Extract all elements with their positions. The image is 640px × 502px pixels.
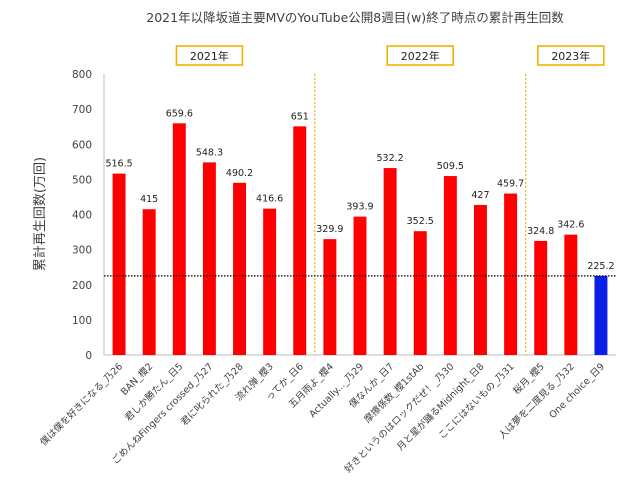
bar <box>564 234 578 355</box>
y-tick-label: 500 <box>72 174 92 186</box>
data-label: 329.9 <box>316 224 343 235</box>
y-tick-label: 700 <box>72 104 92 116</box>
year-box-frame <box>537 45 605 66</box>
bar <box>293 126 307 356</box>
y-tick-label: 300 <box>72 245 92 257</box>
y-axis-label: 累計再生回数(万回) <box>32 157 48 271</box>
data-label: 659.6 <box>166 108 193 119</box>
bar <box>112 173 126 355</box>
y-tick-label: 200 <box>72 280 92 292</box>
x-tick-label: 好きというのはロックだぜ！_乃30 <box>342 361 456 475</box>
bar <box>142 209 156 355</box>
data-label: 225.2 <box>587 261 614 272</box>
y-tick-label: 0 <box>85 350 92 362</box>
bar <box>172 123 186 356</box>
data-label: 490.2 <box>226 168 253 179</box>
y-tick-label: 800 <box>72 69 92 81</box>
y-tick-label: 600 <box>72 139 92 151</box>
data-label: 509.5 <box>437 161 464 172</box>
bar <box>443 176 457 355</box>
year-label: 2021年 <box>190 49 229 63</box>
data-label: 352.5 <box>407 216 434 227</box>
bar <box>323 239 337 355</box>
x-tick-label: 僕は僕を好きになる_乃26 <box>38 361 126 449</box>
data-label: 393.9 <box>346 202 373 213</box>
y-tick-label: 100 <box>72 315 92 327</box>
bar <box>473 205 487 355</box>
data-label: 651 <box>291 111 309 122</box>
bar <box>413 231 427 355</box>
x-tick-label: One choice_日9 <box>547 361 607 421</box>
bar <box>534 240 548 355</box>
year-label: 2023年 <box>551 49 590 63</box>
year-box-frame <box>175 45 244 66</box>
bar <box>233 182 247 355</box>
data-label: 415 <box>140 194 158 205</box>
chart-title: 2021年以降坂道主要MVのYouTube公開8週目(w)終了時点の累計再生回数 <box>146 10 564 25</box>
year-box-frame <box>386 45 455 66</box>
data-label: 427 <box>471 190 489 201</box>
year-label: 2022年 <box>401 49 440 63</box>
bar <box>263 208 277 355</box>
data-label: 516.5 <box>105 159 132 170</box>
plot-area: 0 100 200 300 400 500 600 700 800 2021年 2022年 2023年… <box>38 45 616 475</box>
bar <box>353 216 367 355</box>
x-tick-label: Actually..._乃29 <box>307 361 366 420</box>
data-label: 324.8 <box>527 226 554 237</box>
data-label: 342.6 <box>557 220 584 231</box>
year-label-box: 2021年 <box>175 45 244 66</box>
year-label-box: 2022年 <box>386 45 455 66</box>
data-label: 416.6 <box>256 194 283 205</box>
year-label-box: 2023年 <box>537 45 605 66</box>
data-label: 532.2 <box>377 153 404 164</box>
bar <box>202 162 216 355</box>
data-label: 459.7 <box>497 179 524 190</box>
y-tick-label: 400 <box>72 210 92 222</box>
bar <box>504 193 518 355</box>
bar <box>594 275 608 355</box>
data-label: 548.3 <box>196 147 223 158</box>
bar <box>383 168 397 355</box>
